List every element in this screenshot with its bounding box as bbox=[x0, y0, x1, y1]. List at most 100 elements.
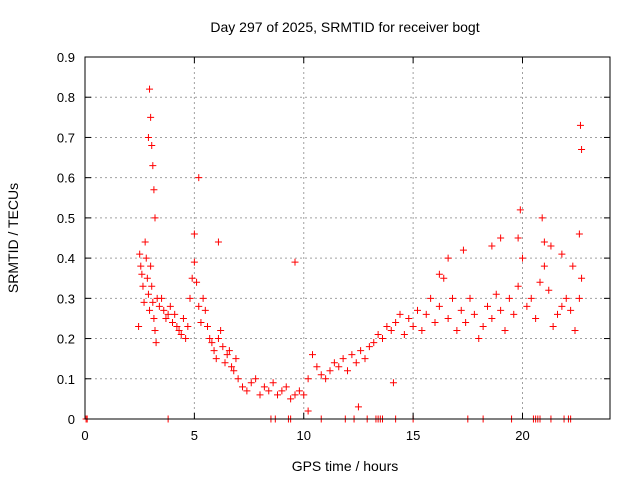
data-point bbox=[234, 375, 242, 383]
data-point bbox=[291, 258, 299, 266]
data-point bbox=[322, 375, 330, 383]
data-point bbox=[269, 379, 277, 387]
data-point bbox=[225, 347, 233, 355]
y-tick-label: 0 bbox=[68, 412, 75, 427]
data-point bbox=[435, 302, 443, 310]
data-point bbox=[146, 306, 154, 314]
data-point bbox=[217, 327, 225, 335]
data-point bbox=[239, 383, 246, 391]
grid bbox=[85, 57, 610, 419]
data-point bbox=[151, 214, 159, 222]
data-point bbox=[158, 294, 166, 302]
data-point bbox=[186, 294, 194, 302]
data-point bbox=[383, 322, 391, 330]
data-point bbox=[466, 294, 474, 302]
data-point bbox=[195, 302, 203, 310]
data-point bbox=[140, 298, 148, 306]
data-point bbox=[409, 322, 417, 330]
data-point bbox=[204, 322, 211, 330]
data-point bbox=[488, 314, 496, 322]
data-point bbox=[214, 335, 222, 343]
data-point bbox=[344, 367, 351, 375]
data-point bbox=[365, 343, 373, 351]
data-point bbox=[554, 310, 561, 318]
data-point bbox=[197, 318, 205, 326]
data-point bbox=[136, 250, 144, 258]
data-point bbox=[475, 335, 483, 343]
data-point bbox=[142, 254, 150, 262]
data-point bbox=[558, 302, 566, 310]
data-point bbox=[256, 391, 264, 399]
data-point bbox=[148, 282, 156, 290]
data-point bbox=[422, 310, 430, 318]
data-point bbox=[144, 290, 152, 298]
data-point bbox=[149, 298, 157, 306]
data-point bbox=[144, 133, 152, 141]
data-point bbox=[396, 310, 404, 318]
data-point bbox=[370, 339, 378, 347]
data-point bbox=[260, 383, 268, 391]
y-tick-label: 0.9 bbox=[57, 50, 75, 65]
data-point bbox=[527, 294, 535, 302]
data-point bbox=[538, 214, 546, 222]
data-point bbox=[444, 314, 452, 322]
data-point bbox=[141, 238, 149, 246]
data-point bbox=[190, 258, 198, 266]
data-point bbox=[569, 262, 577, 270]
data-point bbox=[497, 234, 505, 242]
data-point bbox=[545, 286, 553, 294]
data-point bbox=[514, 234, 522, 242]
data-point bbox=[453, 327, 461, 335]
data-point bbox=[326, 367, 334, 375]
data-point bbox=[427, 294, 435, 302]
data-point bbox=[171, 310, 179, 318]
data-point bbox=[540, 238, 548, 246]
data-point bbox=[479, 322, 487, 330]
data-point bbox=[357, 347, 365, 355]
data-point bbox=[278, 387, 286, 395]
data-point bbox=[177, 331, 185, 339]
y-tick-label: 0.7 bbox=[57, 130, 75, 145]
y-tick-label: 0.4 bbox=[57, 251, 75, 266]
data-point bbox=[247, 379, 255, 387]
data-point bbox=[147, 113, 155, 121]
data-point bbox=[571, 327, 579, 335]
data-point bbox=[228, 363, 236, 371]
data-point bbox=[146, 85, 154, 93]
data-point bbox=[195, 174, 203, 182]
data-point bbox=[210, 347, 218, 355]
data-point bbox=[151, 327, 159, 335]
data-point bbox=[232, 355, 240, 363]
data-point bbox=[155, 302, 163, 310]
data-point bbox=[575, 230, 583, 238]
data-point bbox=[457, 306, 465, 314]
data-point bbox=[379, 335, 386, 343]
data-point bbox=[501, 327, 509, 335]
data-point bbox=[173, 322, 181, 330]
data-point bbox=[139, 282, 147, 290]
x-tick-label: 15 bbox=[406, 428, 420, 443]
data-point bbox=[392, 318, 400, 326]
data-point bbox=[137, 262, 145, 270]
data-point bbox=[282, 383, 290, 391]
data-point bbox=[558, 250, 566, 258]
data-point bbox=[575, 294, 583, 302]
data-point bbox=[313, 363, 321, 371]
data-point bbox=[488, 242, 496, 250]
data-point bbox=[435, 270, 443, 278]
data-point bbox=[190, 230, 198, 238]
x-tick-label: 0 bbox=[81, 428, 88, 443]
data-point bbox=[304, 375, 312, 383]
data-point bbox=[150, 314, 158, 322]
data-point bbox=[179, 314, 187, 322]
data-point bbox=[199, 294, 207, 302]
data-point bbox=[505, 294, 513, 302]
data-point bbox=[497, 306, 505, 314]
data-point bbox=[230, 367, 238, 375]
data-point bbox=[295, 387, 303, 395]
axis-ticks bbox=[84, 56, 610, 420]
data-point bbox=[514, 282, 522, 290]
data-point bbox=[138, 270, 146, 278]
data-point bbox=[149, 162, 157, 170]
